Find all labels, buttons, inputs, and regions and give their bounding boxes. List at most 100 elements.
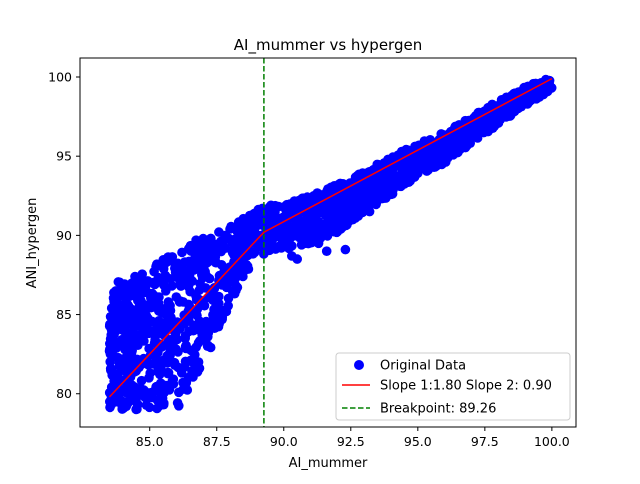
data-point: [511, 104, 522, 115]
data-point: [179, 319, 190, 329]
data-point: [425, 150, 436, 160]
data-point: [133, 335, 144, 346]
data-point: [304, 226, 315, 237]
data-point: [267, 234, 278, 245]
data-point: [202, 251, 213, 262]
x-tick-label: 92.5: [337, 434, 365, 449]
data-point: [113, 381, 123, 391]
data-point: [175, 296, 186, 306]
data-point: [243, 264, 254, 274]
data-point: [545, 83, 556, 93]
legend-marker-original-data: [354, 360, 364, 370]
data-point: [132, 398, 142, 409]
y-tick-label: 100: [48, 70, 72, 85]
data-point: [138, 282, 149, 293]
x-tick-label: 100.0: [534, 434, 570, 449]
data-point: [331, 207, 342, 217]
data-point: [130, 366, 141, 377]
data-point: [302, 192, 313, 202]
data-point: [279, 202, 289, 212]
data-point: [170, 263, 180, 274]
data-point: [120, 327, 131, 338]
data-points: [104, 74, 557, 415]
data-point: [322, 230, 332, 240]
data-point: [308, 205, 319, 216]
data-point: [296, 240, 307, 250]
data-point: [229, 250, 239, 260]
data-point: [140, 386, 151, 397]
data-point: [111, 325, 121, 336]
data-point: [491, 117, 502, 128]
data-point: [149, 266, 159, 277]
data-point: [257, 203, 268, 214]
data-point: [180, 333, 190, 344]
data-point: [131, 312, 141, 323]
data-point: [183, 281, 194, 292]
axes-frame: [79, 57, 577, 428]
data-point: [216, 246, 226, 257]
data-point: [191, 291, 202, 302]
data-point: [163, 368, 173, 379]
data-point: [121, 288, 132, 298]
data-point: [292, 203, 303, 214]
data-point: [394, 181, 405, 191]
data-point: [364, 206, 375, 217]
data-point: [155, 381, 165, 391]
data-point: [199, 334, 210, 345]
data-point: [115, 304, 125, 315]
data-point: [106, 392, 117, 402]
data-point: [148, 277, 159, 288]
data-point: [201, 271, 212, 281]
data-point: [383, 154, 393, 165]
data-point: [189, 307, 200, 317]
data-point: [187, 357, 197, 367]
data-point: [194, 363, 205, 374]
data-point: [189, 321, 199, 332]
data-point: [182, 385, 193, 395]
piecewise-fit-line: [108, 77, 553, 398]
data-point: [127, 278, 137, 289]
data-point: [347, 209, 357, 219]
data-point: [170, 360, 180, 371]
data-point: [139, 322, 150, 332]
data-point: [317, 205, 328, 215]
data-point: [375, 163, 386, 173]
data-point: [229, 288, 240, 299]
data-point: [367, 176, 377, 186]
data-point: [207, 239, 217, 249]
data-point: [454, 139, 465, 149]
data-point: [341, 220, 351, 231]
data-point: [152, 395, 163, 406]
data-point: [153, 298, 164, 309]
data-point: [105, 319, 115, 330]
data-point: [517, 95, 527, 105]
data-point: [151, 347, 162, 357]
data-point: [136, 375, 147, 386]
data-point: [364, 167, 374, 177]
data-point: [405, 176, 415, 186]
data-point: [114, 389, 125, 399]
data-point: [178, 274, 189, 285]
data-point: [109, 295, 120, 306]
data-point: [145, 368, 155, 379]
axis-ticks: 85.0 87.5 90.0 92.5 95.0 97.5 100.0 80 85 90 95 100: [48, 70, 570, 449]
data-point: [153, 366, 163, 377]
data-point: [157, 329, 167, 339]
data-point: [109, 287, 119, 298]
y-tick-label: 85: [56, 307, 72, 322]
data-point: [159, 355, 169, 365]
data-point: [366, 191, 377, 202]
data-point: [448, 150, 459, 160]
data-point: [174, 387, 184, 398]
data-point: [206, 285, 217, 296]
data-point: [195, 278, 205, 289]
x-tick-label: 97.5: [471, 434, 499, 449]
data-point: [323, 184, 333, 194]
data-point: [412, 160, 422, 170]
x-axis-label: AI_mummer: [289, 456, 368, 471]
data-point: [117, 402, 128, 413]
data-point: [397, 169, 407, 180]
data-point: [199, 242, 209, 252]
legend-label-breakpoint: Breakpoint: 89.26: [380, 402, 496, 417]
